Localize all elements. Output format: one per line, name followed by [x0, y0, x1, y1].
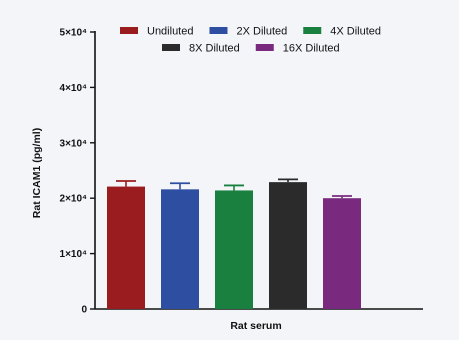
bar [323, 198, 361, 309]
legend-label: 4X Diluted [330, 26, 381, 38]
bar [269, 182, 307, 309]
y-axis-title: Rat ICAM1 (pg/ml) [31, 128, 43, 218]
axes: 0 1×10⁴ 2×10⁴ 3×10⁴ 4×10⁴ 5×10⁴ [60, 28, 423, 316]
bars [107, 178, 361, 309]
legend-label: 2X Diluted [236, 26, 287, 38]
bar [215, 190, 253, 309]
y-tick-label: 5×10⁴ [60, 28, 88, 39]
y-tick-label: 2×10⁴ [60, 194, 88, 205]
legend-swatch [255, 44, 274, 51]
x-axis-title: Rat serum [230, 320, 281, 332]
legend-label: 16X Diluted [283, 43, 340, 55]
legend-item: Undiluted [120, 26, 193, 38]
bar-group [323, 195, 361, 309]
legend-item: 2X Diluted [209, 26, 287, 38]
y-tick-label: 3×10⁴ [60, 138, 88, 149]
y-tick-label: 1×10⁴ [60, 249, 88, 260]
legend-swatch [303, 27, 322, 34]
y-tick-label: 0 [81, 305, 87, 316]
legend-item: 16X Diluted [255, 43, 340, 55]
bar [161, 189, 199, 309]
legend-label: 8X Diluted [189, 43, 240, 55]
bar-group [269, 178, 307, 309]
bar-group [215, 184, 253, 309]
legend-swatch [120, 27, 138, 34]
bar-group [107, 180, 145, 309]
legend-item: 4X Diluted [303, 26, 381, 38]
legend-swatch [162, 44, 180, 51]
bar [107, 186, 145, 309]
legend-label: Undiluted [147, 26, 193, 38]
legend-item: 8X Diluted [162, 43, 240, 55]
legend: Undiluted 2X Diluted 4X Diluted 8X Diluted 1… [120, 26, 381, 55]
y-tick-label: 4×10⁴ [60, 83, 88, 94]
bar-group [161, 182, 199, 309]
legend-swatch [209, 27, 228, 34]
